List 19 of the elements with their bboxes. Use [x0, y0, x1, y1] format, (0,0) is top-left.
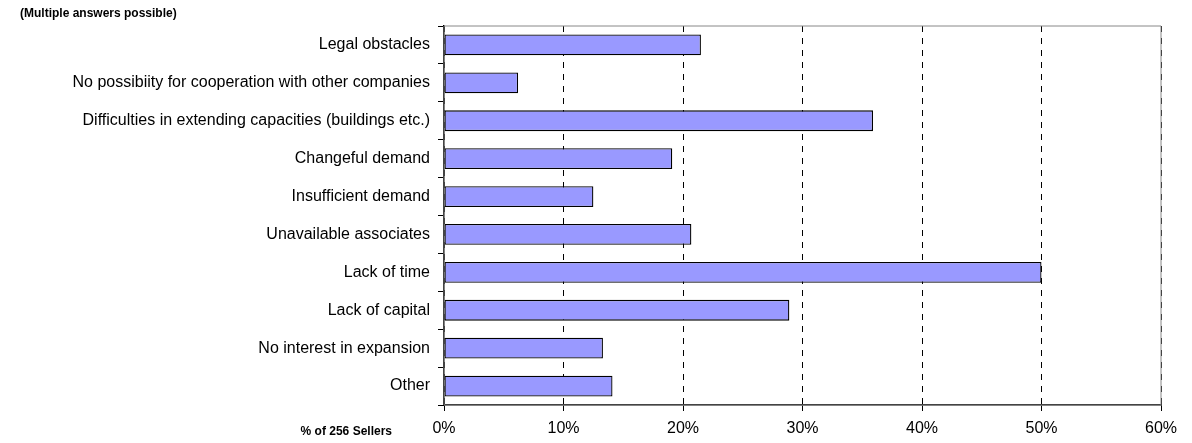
- x-tick-label: 40%: [905, 419, 939, 437]
- y-tick-label: Insufficient demand: [291, 186, 430, 204]
- y-tick-label: Unavailable associates: [266, 224, 430, 242]
- y-tick-label: Lack of capital: [327, 300, 430, 318]
- text: (Multiple answers possible): [20, 6, 177, 20]
- x-tick-label: 0%: [432, 419, 456, 437]
- x-tick-label: 30%: [786, 419, 819, 437]
- y-tick-label: Lack of time: [343, 262, 431, 280]
- y-tick-label: No possibiity for cooperation with other companies: [72, 73, 430, 91]
- y-tick-label: Legal obstacles: [318, 35, 430, 53]
- y-tick-label: Difficulties in extending capacities (buildings etc.): [82, 111, 430, 129]
- y-tick-label: Changeful demand: [294, 149, 430, 167]
- y-tick-label: No interest in expansion: [258, 338, 430, 356]
- x-axis-title: % of 256 Sellers: [300, 424, 392, 438]
- x-tick-label: 50%: [1025, 419, 1058, 437]
- y-tick-label: Other: [389, 376, 431, 394]
- x-tick-label: 10%: [547, 419, 580, 437]
- x-tick-label: 20%: [666, 419, 700, 437]
- x-tick-label: 60%: [1144, 419, 1178, 437]
